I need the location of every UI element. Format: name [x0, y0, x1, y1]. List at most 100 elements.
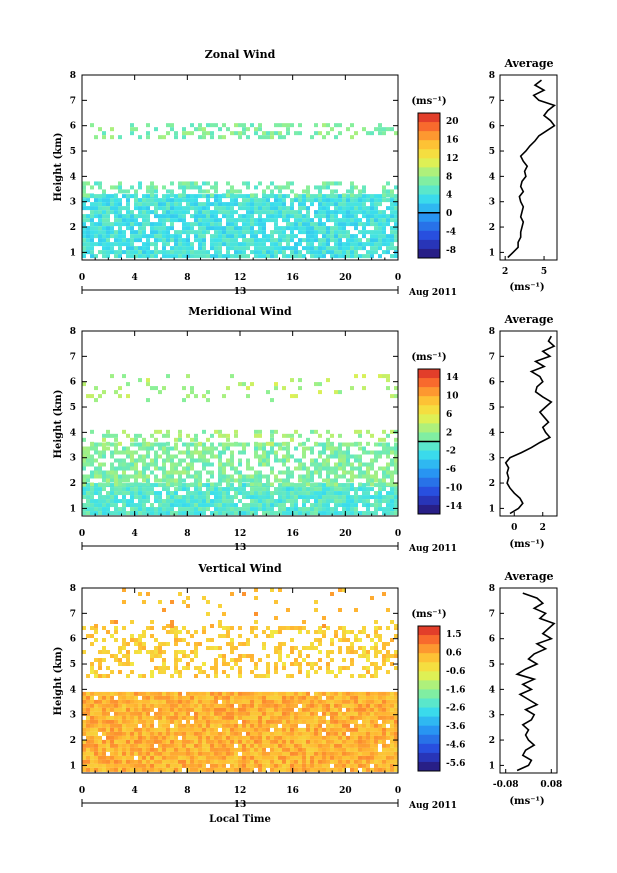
meridional-wind-heatmap-cell [210, 503, 214, 508]
zonal-wind-heatmap-cell [206, 218, 210, 223]
meridional-wind-heatmap-cell [86, 462, 90, 467]
zonal-wind-heatmap-cell [210, 123, 214, 128]
meridional-wind-heatmap-cell [118, 478, 122, 483]
meridional-wind-average-ytick-label: 3 [489, 454, 495, 464]
vertical-wind-heatmap-cell [250, 759, 254, 764]
vertical-wind-heatmap-cell [202, 715, 206, 720]
vertical-wind-heatmap-cell [266, 654, 270, 659]
meridional-wind-heatmap-cell [258, 442, 262, 447]
vertical-wind-heatmap-cell [122, 699, 126, 704]
vertical-wind-heatmap-cell [126, 747, 130, 752]
zonal-wind-heatmap-cell [350, 250, 354, 255]
meridional-wind-heatmap-cell [346, 511, 350, 516]
zonal-wind-heatmap-cell [130, 254, 134, 259]
vertical-wind-heatmap-cell [202, 731, 206, 736]
zonal-wind-heatmap-cell [362, 246, 366, 251]
zonal-wind-heatmap-cell [130, 226, 134, 231]
vertical-wind-heatmap-cell [194, 767, 198, 772]
meridional-wind-heatmap-cell [298, 386, 302, 391]
vertical-wind-heatmap-cell [242, 715, 246, 720]
zonal-wind-heatmap-cell [90, 234, 94, 239]
zonal-wind-heatmap-cell [378, 226, 382, 231]
meridional-wind-heatmap-cell [226, 458, 230, 463]
vertical-wind-heatmap-cell [342, 630, 346, 635]
meridional-wind-heatmap-cell [190, 450, 194, 455]
vertical-wind-heatmap-cell [330, 707, 334, 712]
vertical-wind-heatmap-cell [342, 723, 346, 728]
meridional-wind-heatmap-cell [326, 474, 330, 479]
meridional-wind-heatmap-cell [302, 450, 306, 455]
zonal-wind-heatmap-cell [134, 246, 138, 251]
vertical-wind-heatmap-cell [102, 727, 106, 732]
meridional-wind-heatmap-cell [394, 394, 398, 399]
meridional-wind-heatmap-cell [174, 499, 178, 504]
meridional-wind-heatmap-cell [230, 483, 234, 488]
meridional-wind-heatmap-cell [378, 495, 382, 500]
zonal-wind-heatmap-cell [390, 238, 394, 243]
zonal-wind-heatmap-cell [306, 238, 310, 243]
vertical-wind-heatmap-cell [282, 703, 286, 708]
zonal-wind-heatmap-cell [146, 206, 150, 211]
vertical-wind-heatmap-cell [318, 691, 322, 696]
meridional-wind-heatmap-cell [326, 478, 330, 483]
vertical-wind-heatmap-cell [214, 707, 218, 712]
vertical-wind-heatmap-cell [366, 747, 370, 752]
vertical-wind-heatmap-cell [122, 600, 126, 604]
meridional-wind-heatmap-cell [334, 450, 338, 455]
vertical-wind-heatmap-cell [366, 739, 370, 744]
vertical-wind-heatmap-cell [346, 723, 350, 728]
meridional-wind-heatmap-cell [146, 398, 150, 403]
vertical-wind-heatmap-cell [394, 763, 398, 768]
zonal-wind-heatmap-cell [98, 250, 102, 255]
vertical-wind-heatmap-cell [162, 626, 166, 631]
meridional-wind-heatmap-cell [142, 483, 146, 488]
vertical-wind-heatmap-cell [338, 691, 342, 696]
zonal-wind-heatmap-cell [382, 218, 386, 223]
zonal-wind-heatmap-cell [362, 230, 366, 235]
meridional-wind-heatmap-cell [90, 474, 94, 479]
meridional-wind-heatmap-cell [282, 507, 286, 512]
zonal-wind-heatmap-cell [314, 250, 318, 255]
vertical-wind-heatmap-cell [102, 658, 106, 663]
vertical-wind-heatmap-cell [162, 759, 166, 764]
vertical-wind-heatmap-cell [162, 662, 166, 667]
vertical-wind-heatmap-cell [310, 735, 314, 740]
meridional-wind-colorbar-segment [418, 495, 440, 506]
meridional-wind-heatmap-cell [162, 442, 166, 447]
meridional-wind-heatmap-cell [386, 386, 390, 391]
vertical-wind-heatmap-cell [174, 763, 178, 768]
vertical-wind-heatmap-cell [166, 699, 170, 704]
zonal-wind-heatmap-cell [250, 238, 254, 243]
meridional-wind-heatmap-cell [82, 437, 86, 442]
meridional-wind-heatmap-cell [310, 507, 314, 512]
zonal-wind-heatmap-cell [174, 210, 178, 215]
zonal-wind-heatmap-cell [390, 230, 394, 235]
meridional-wind-heatmap-cell [94, 507, 98, 512]
zonal-wind-heatmap-cell [374, 250, 378, 255]
vertical-wind-heatmap-cell [130, 707, 134, 712]
vertical-wind-heatmap-cell [254, 588, 258, 592]
vertical-wind-heatmap-cell [162, 715, 166, 720]
zonal-wind-heatmap-cell [338, 226, 342, 231]
vertical-wind-heatmap-cell [134, 767, 138, 772]
vertical-wind-heatmap-cell [382, 699, 386, 704]
vertical-wind-heatmap-cell [158, 751, 162, 756]
vertical-wind-heatmap-cell [170, 747, 174, 752]
meridional-wind-heatmap-cell [82, 458, 86, 463]
meridional-wind-heatmap-cell [346, 454, 350, 459]
vertical-wind-heatmap-cell [250, 727, 254, 732]
meridional-wind-heatmap-cell [302, 487, 306, 492]
vertical-wind-heatmap-cell [86, 751, 90, 756]
zonal-wind-heatmap-cell [114, 206, 118, 211]
vertical-wind-heatmap-cell [290, 739, 294, 744]
vertical-wind-heatmap-cell [114, 751, 118, 756]
vertical-wind-heatmap-cell [266, 707, 270, 712]
zonal-wind-heatmap-cell [150, 198, 154, 203]
zonal-wind-heatmap-cell [338, 238, 342, 243]
zonal-wind-heatmap-cell [138, 198, 142, 203]
zonal-wind-heatmap-cell [350, 210, 354, 215]
zonal-wind-heatmap-cell [218, 127, 222, 132]
meridional-wind-heatmap-cell [138, 507, 142, 512]
meridional-wind-heatmap-cell [310, 495, 314, 500]
vertical-wind-heatmap-cell [350, 642, 354, 647]
